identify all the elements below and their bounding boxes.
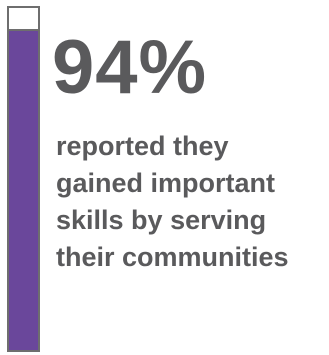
stat-value: 94%	[52, 25, 208, 110]
progress-gauge	[7, 6, 40, 352]
stat-caption-line: gained important	[56, 168, 276, 198]
stat-caption-line: their communities	[56, 242, 289, 272]
stat-caption: reported they gained important skills by…	[56, 128, 326, 276]
stat-caption-line: skills by serving	[56, 205, 267, 235]
progress-gauge-fill	[9, 28, 38, 350]
stat-caption-line: reported they	[56, 131, 229, 161]
